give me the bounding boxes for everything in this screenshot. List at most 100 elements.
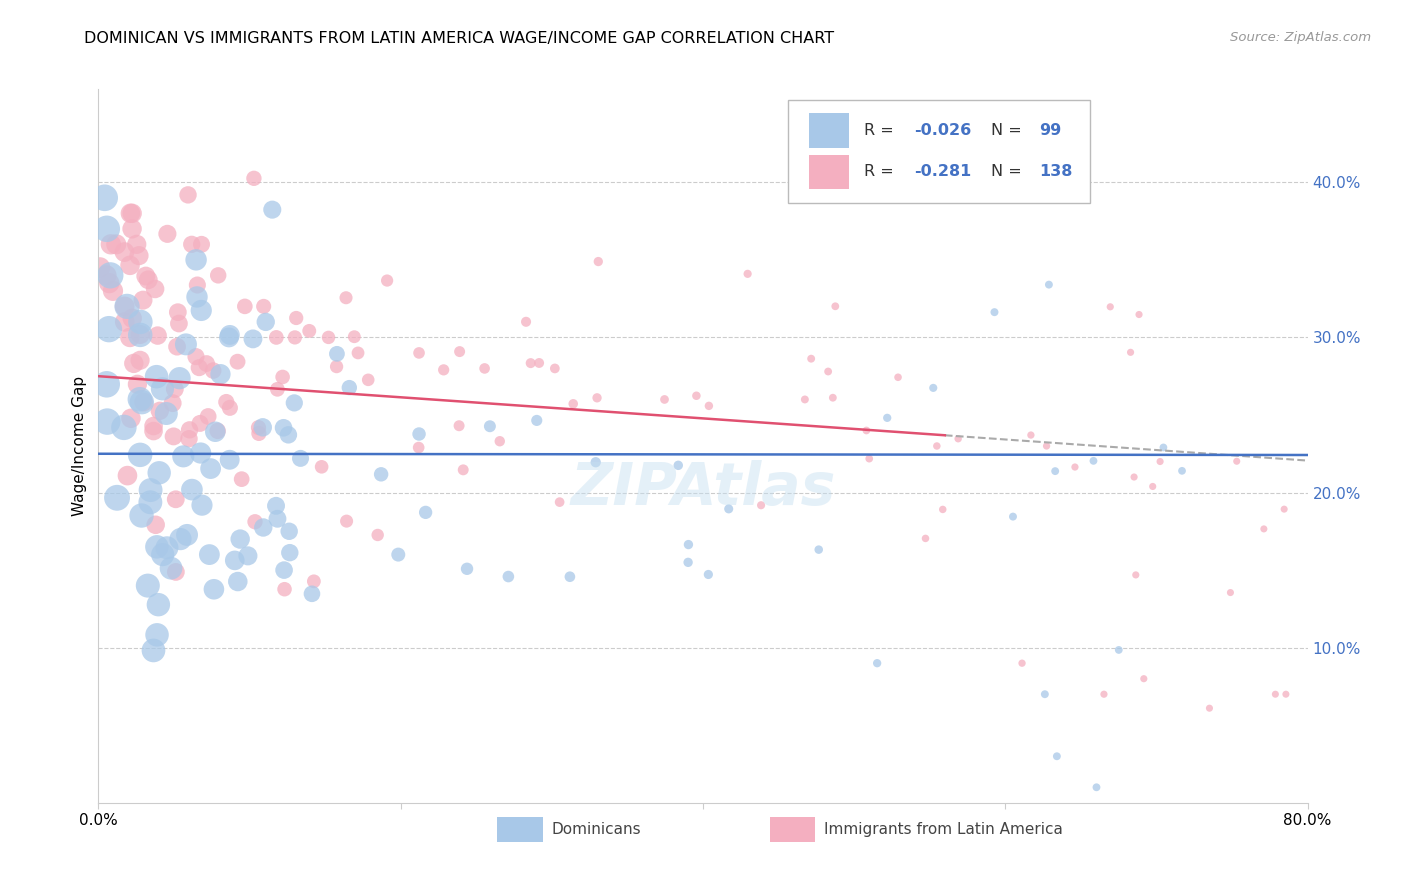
Dominicans	[200, 461, 222, 475]
Immigrants from Latin America	[335, 291, 357, 305]
Immigrants from Latin America	[121, 311, 143, 326]
Immigrants from Latin America	[114, 315, 136, 329]
Dominicans	[146, 540, 169, 554]
Dominicans	[456, 562, 478, 576]
Immigrants from Latin America	[375, 274, 398, 288]
Dominicans	[1001, 509, 1024, 524]
Dominicans	[408, 427, 430, 442]
Immigrants from Latin America	[253, 299, 276, 313]
Immigrants from Latin America	[1142, 479, 1164, 493]
Dominicans	[218, 327, 240, 342]
Immigrants from Latin America	[1128, 308, 1150, 322]
Immigrants from Latin America	[202, 363, 225, 377]
Immigrants from Latin America	[654, 392, 676, 407]
Dominicans	[242, 332, 264, 346]
Dominicans	[204, 425, 226, 439]
Immigrants from Latin America	[96, 268, 118, 283]
Dominicans	[264, 499, 287, 513]
Immigrants from Latin America	[449, 344, 471, 359]
Immigrants from Latin America	[914, 532, 936, 546]
Dominicans	[148, 466, 170, 480]
Immigrants from Latin America	[156, 227, 179, 241]
FancyBboxPatch shape	[498, 817, 543, 842]
Immigrants from Latin America	[925, 439, 948, 453]
Dominicans	[145, 369, 167, 384]
Dominicans	[1152, 441, 1174, 455]
Dominicans	[98, 268, 121, 283]
Immigrants from Latin America	[136, 273, 159, 287]
Immigrants from Latin America	[114, 245, 136, 260]
Immigrants from Latin America	[101, 284, 124, 298]
Dominicans	[290, 451, 312, 466]
Immigrants from Latin America	[188, 360, 211, 375]
Immigrants from Latin America	[474, 361, 496, 376]
Immigrants from Latin America	[408, 441, 430, 455]
Dominicans	[129, 448, 152, 462]
Immigrants from Latin America	[197, 409, 219, 424]
Dominicans	[922, 381, 945, 395]
Immigrants from Latin America	[685, 389, 707, 403]
Dominicans	[131, 395, 153, 409]
Immigrants from Latin America	[143, 282, 166, 296]
Dominicans	[697, 567, 720, 582]
Dominicans	[96, 415, 118, 429]
Y-axis label: Wage/Income Gap: Wage/Income Gap	[72, 376, 87, 516]
Immigrants from Latin America	[114, 299, 136, 313]
Dominicans	[1038, 277, 1060, 292]
Immigrants from Latin America	[125, 237, 148, 252]
Dominicans	[478, 419, 501, 434]
Immigrants from Latin America	[285, 310, 308, 325]
Dominicans	[1046, 749, 1069, 764]
Immigrants from Latin America	[824, 299, 846, 313]
Dominicans	[98, 322, 121, 336]
Dominicans	[876, 410, 898, 425]
Immigrants from Latin America	[166, 305, 188, 319]
Immigrants from Latin America	[162, 429, 184, 443]
Immigrants from Latin America	[100, 237, 122, 252]
Dominicans	[415, 505, 437, 519]
Immigrants from Latin America	[749, 498, 772, 512]
Dominicans	[190, 303, 212, 318]
Immigrants from Latin America	[1019, 428, 1042, 442]
Immigrants from Latin America	[932, 502, 955, 516]
Dominicans	[273, 563, 295, 577]
Dominicans	[148, 598, 170, 612]
Dominicans	[526, 413, 548, 427]
Dominicans	[174, 337, 197, 351]
Dominicans	[717, 502, 740, 516]
Immigrants from Latin America	[231, 472, 253, 486]
Dominicans	[129, 315, 152, 329]
Dominicans	[218, 330, 240, 344]
Immigrants from Latin America	[135, 268, 157, 283]
Dominicans	[676, 555, 699, 569]
Dominicans	[1171, 464, 1194, 478]
Immigrants from Latin America	[207, 424, 229, 438]
Dominicans	[983, 305, 1005, 319]
FancyBboxPatch shape	[787, 100, 1090, 203]
Dominicans	[1083, 454, 1105, 468]
Immigrants from Latin America	[186, 278, 208, 293]
Dominicans	[337, 381, 360, 395]
Dominicans	[866, 656, 889, 670]
Immigrants from Latin America	[515, 315, 537, 329]
Text: N =: N =	[991, 123, 1026, 138]
Immigrants from Latin America	[367, 528, 389, 542]
Immigrants from Latin America	[1226, 454, 1249, 468]
Immigrants from Latin America	[118, 258, 141, 272]
Immigrants from Latin America	[1253, 522, 1275, 536]
Immigrants from Latin America	[273, 582, 295, 597]
Immigrants from Latin America	[177, 432, 200, 446]
Immigrants from Latin America	[271, 370, 294, 384]
Immigrants from Latin America	[1133, 672, 1156, 686]
Text: -0.281: -0.281	[915, 164, 972, 179]
FancyBboxPatch shape	[769, 817, 815, 842]
Immigrants from Latin America	[121, 222, 143, 236]
Dominicans	[152, 382, 174, 396]
Text: N =: N =	[991, 164, 1026, 179]
Immigrants from Latin America	[122, 356, 145, 370]
Immigrants from Latin America	[451, 463, 474, 477]
Immigrants from Latin America	[226, 354, 249, 368]
Dominicans	[105, 491, 128, 505]
Dominicans	[139, 495, 162, 509]
Dominicans	[277, 427, 299, 442]
